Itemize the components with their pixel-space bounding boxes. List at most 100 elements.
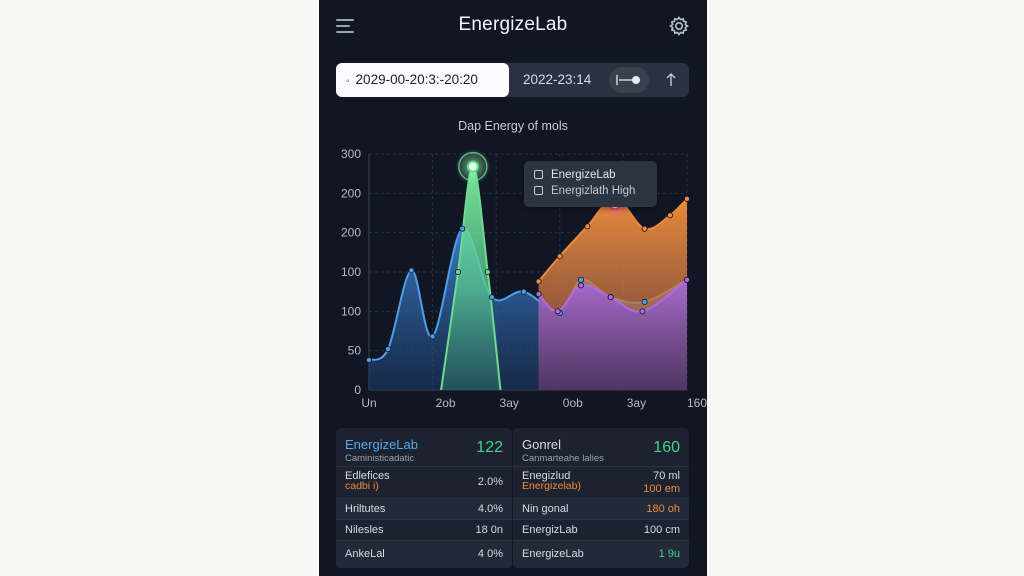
x-tick-label: 3ay — [500, 396, 519, 410]
x-tick-label: Un — [361, 396, 376, 410]
row-label: Enegizlud — [522, 470, 571, 482]
data-point-orange — [683, 195, 690, 202]
card-subtitle: Canmarteahe lalies — [522, 453, 604, 464]
y-tick-label: 300 — [341, 147, 361, 161]
table-row: AnkeLal 4 0% — [336, 540, 512, 568]
energy-area-chart: 300 200 200 100 100 50 0 Un 2ob 3ay 0ob 3ay 160 — [341, 147, 707, 410]
table-row: Edlefices cadbi i) 2.0% — [336, 466, 512, 499]
row-label: Nin gonal — [522, 503, 569, 515]
series-area-purple — [538, 279, 687, 390]
card-value: 122 — [476, 439, 503, 456]
x-tick-label: 2ob — [436, 396, 456, 410]
data-point-blue — [459, 225, 466, 232]
chart-title: Dap Energy of mols — [458, 119, 568, 133]
row-label: Nilesles — [345, 524, 384, 536]
data-point-orange — [584, 223, 591, 230]
card-title: EnergizeLab — [345, 437, 418, 452]
series-icon — [534, 170, 543, 180]
row-value: 18 0n — [475, 524, 503, 536]
data-point-blue — [408, 267, 415, 274]
series-area-green — [441, 166, 501, 390]
row-value: 4.0% — [477, 503, 503, 515]
app-screen: EnergizeLab ◦ 2029-00-20:3:-20:20 2022-23… — [319, 0, 707, 576]
row-value: 70 ml — [653, 470, 680, 482]
data-point-blue — [577, 276, 584, 283]
row-value: 100 cm — [643, 524, 680, 536]
row-sublabel: Energizelab) — [522, 480, 581, 492]
y-tick-label: 0 — [354, 383, 361, 397]
date-range-bar: ◦ 2029-00-20:3:-20:20 2022-23:14 — [336, 63, 689, 97]
y-tick-label: 200 — [341, 226, 361, 240]
data-point-purple — [607, 294, 614, 301]
chart-tooltip: EnergizeLab Energizlath High — [524, 161, 657, 207]
clock-icon: ◦ — [346, 76, 350, 87]
row-label: Edlefices — [345, 470, 390, 482]
app-title: EnergizeLab — [458, 14, 568, 35]
data-point-green — [455, 268, 462, 275]
data-point-purple — [683, 276, 690, 283]
y-tick-label: 100 — [341, 265, 361, 279]
card-title: Gonrel — [522, 437, 562, 452]
card-subtitle: Caministicadatic — [345, 453, 415, 464]
row-value: 1 9u — [658, 548, 680, 560]
row-value: 2.0% — [477, 476, 503, 488]
data-point-purple — [577, 282, 584, 289]
highlight-point-green — [466, 160, 479, 173]
card-value: 160 — [653, 439, 680, 456]
top-bar: EnergizeLab — [319, 0, 707, 52]
x-axis: Un 2ob 3ay 0ob 3ay 160 — [361, 389, 707, 410]
table-row: Nilesles 18 0n — [336, 519, 512, 541]
tooltip-line-1: EnergizeLab — [551, 169, 616, 181]
tooltip-line-2: Energizlath High — [551, 185, 636, 197]
data-point-blue — [429, 333, 436, 340]
row-label: EnergizLab — [522, 524, 578, 536]
data-point-purple — [535, 291, 542, 298]
table-row: Hriltutes 4.0% — [336, 498, 512, 520]
view-toggle[interactable] — [609, 67, 649, 93]
row-sublabel: cadbi i) — [345, 480, 379, 492]
gear-icon[interactable] — [668, 15, 690, 37]
table-row: Nin gonal 180 oh — [513, 498, 689, 520]
data-point-orange — [641, 225, 648, 232]
y-tick-label: 200 — [341, 186, 361, 200]
x-tick-label: 3ay — [627, 396, 646, 410]
data-point-green — [484, 268, 491, 275]
y-tick-label: 100 — [341, 304, 361, 318]
y-tick-label: 50 — [348, 344, 362, 358]
data-point-orange — [535, 278, 542, 285]
date-to-field[interactable]: 2022-23:14 — [523, 72, 592, 87]
card-header: EnergizeLab Caministicadatic 122 — [336, 428, 512, 466]
stats-card-left[interactable]: EnergizeLab Caministicadatic 122 Edlefic… — [336, 428, 512, 568]
series-icon — [534, 186, 543, 196]
card-header: Gonrel Canmarteahe lalies 160 — [513, 428, 689, 466]
y-axis: 300 200 200 100 100 50 0 — [341, 147, 370, 397]
menu-icon[interactable] — [336, 17, 356, 35]
row-label: AnkeLal — [345, 548, 385, 560]
data-point-blue — [366, 357, 373, 364]
row-value-secondary: 100 em — [643, 483, 680, 495]
data-point-blue — [520, 288, 527, 295]
date-from-field[interactable]: ◦ 2029-00-20:3:-20:20 — [336, 63, 509, 97]
table-row: EnergizeLab 1 9u — [513, 540, 689, 568]
chart-series — [368, 165, 688, 391]
x-tick-label: 160 — [687, 396, 707, 410]
data-point-blue — [488, 294, 495, 301]
table-row: EnergizLab 100 cm — [513, 519, 689, 541]
row-value: 4 0% — [477, 548, 503, 560]
row-value: 180 oh — [646, 503, 680, 515]
x-tick-label: 0ob — [563, 396, 583, 410]
stats-card-right[interactable]: Gonrel Canmarteahe lalies 160 Enegizlud … — [513, 428, 689, 568]
table-row: Enegizlud Energizelab) 70 ml 100 em — [513, 466, 689, 499]
data-point-purple — [554, 308, 561, 315]
date-from-value: 2029-00-20:3:-20:20 — [355, 72, 478, 87]
row-label: Hriltutes — [345, 503, 386, 515]
share-icon[interactable] — [662, 71, 680, 89]
highlight-ring-green — [458, 151, 488, 182]
data-point-blue — [641, 298, 648, 305]
data-point-orange — [556, 253, 563, 260]
row-label: EnergizeLab — [522, 548, 584, 560]
data-point-orange — [667, 212, 674, 219]
data-point-purple — [639, 308, 646, 315]
toggle-hand-icon — [616, 75, 640, 85]
data-point-blue — [385, 346, 392, 353]
